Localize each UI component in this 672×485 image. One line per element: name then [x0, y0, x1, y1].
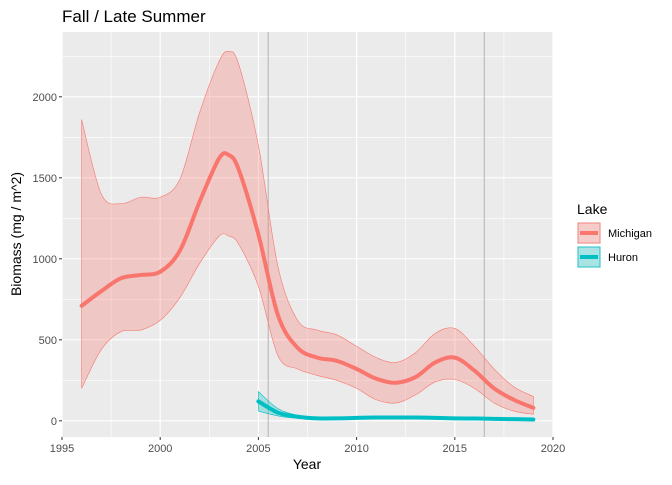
y-tick-label: 2000 [33, 92, 57, 104]
x-tick-label: 2010 [344, 443, 368, 455]
y-axis: 0 500 1000 1500 2000 [33, 92, 62, 428]
x-tick-label: 2005 [246, 443, 270, 455]
x-tick-label: 1995 [50, 443, 74, 455]
x-tick-label: 2015 [443, 443, 467, 455]
legend: Lake Michigan Huron [577, 201, 652, 268]
x-axis: 1995 2000 2005 2010 2015 2020 [50, 437, 565, 455]
x-tick-label: 2000 [148, 443, 172, 455]
chart-title: Fall / Late Summer [62, 7, 206, 26]
y-axis-label: Biomass (mg / m^2) [8, 172, 24, 296]
x-tick-label: 2020 [541, 443, 565, 455]
x-axis-label: Year [293, 456, 322, 472]
legend-label-huron: Huron [608, 252, 638, 264]
legend-label-michigan: Michigan [608, 228, 652, 240]
y-tick-label: 1500 [33, 173, 57, 185]
legend-title: Lake [577, 201, 608, 217]
y-tick-label: 500 [39, 335, 57, 347]
y-tick-label: 1000 [33, 254, 57, 266]
y-tick-label: 0 [51, 416, 57, 428]
